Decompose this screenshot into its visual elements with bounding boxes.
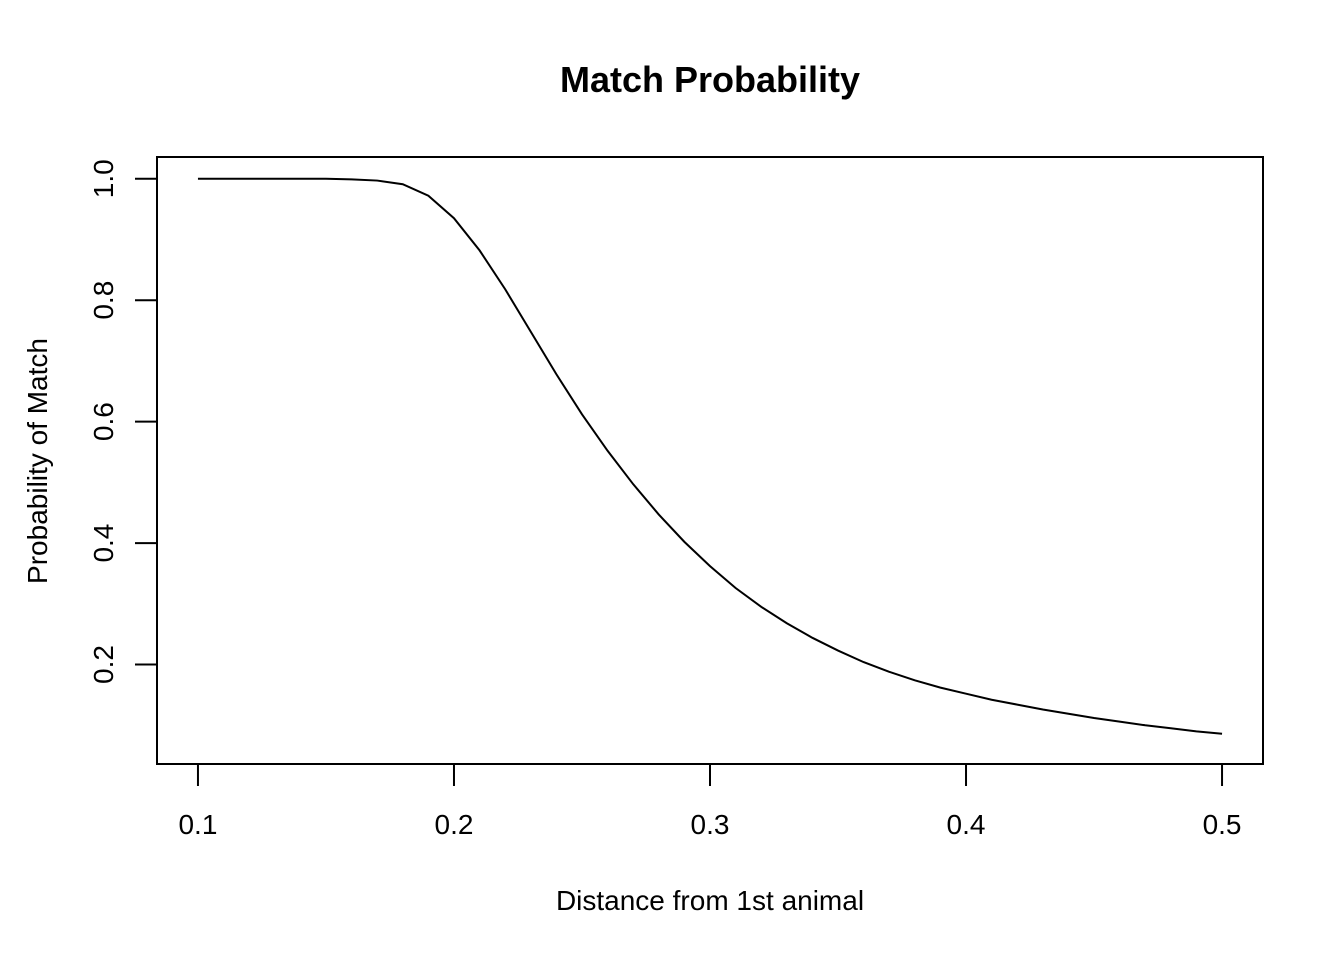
y-axis: 0.2 0.4 0.6 0.8 1.0 [88,159,158,684]
x-tick-label: 0.2 [435,809,474,840]
y-tick-label: 0.2 [88,645,119,684]
y-tick-label: 0.6 [88,402,119,441]
series-line-match-probability [197,177,1223,735]
x-tick-label: 0.1 [178,809,217,840]
x-axis-label: Distance from 1st animal [556,885,864,916]
y-tick-label: 1.0 [88,159,119,198]
y-tick-label: 0.8 [88,281,119,320]
x-tick-label: 0.4 [947,809,986,840]
y-tick-label: 0.4 [88,524,119,563]
y-axis-label: Probability of Match [22,338,53,584]
x-tick-label: 0.5 [1203,809,1242,840]
x-tick-label: 0.3 [691,809,730,840]
chart-title: Match Probability [560,59,860,100]
x-axis: 0.1 0.2 0.3 0.4 0.5 [178,763,1242,840]
plot-frame [156,156,1264,765]
